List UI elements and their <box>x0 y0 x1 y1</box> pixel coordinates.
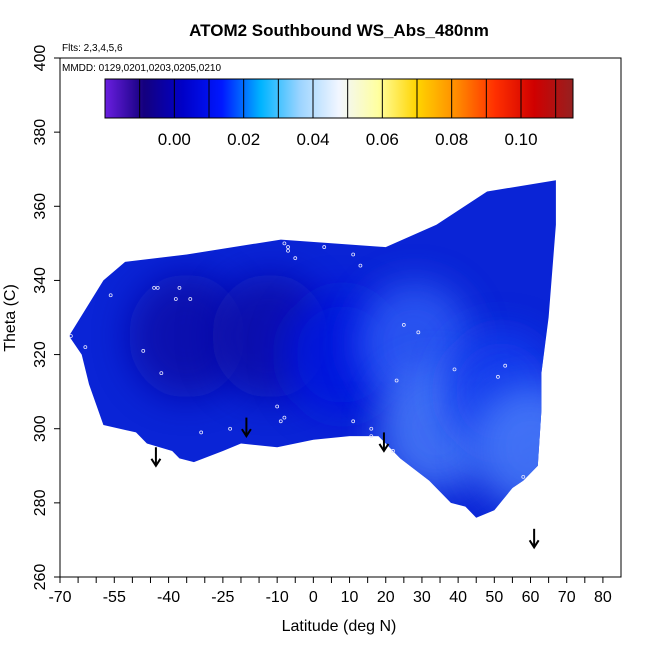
colorbar: 0.00 0.02 0.04 0.06 0.08 0.10 <box>104 78 574 149</box>
x-tick-label: 40 <box>449 589 467 606</box>
y-axis-title: Theta (C) <box>2 284 19 352</box>
x-axis-title: Latitude (deg N) <box>282 618 397 635</box>
sample-point <box>83 345 88 350</box>
x-tick-label: -40 <box>157 589 180 606</box>
sample-point <box>152 285 157 290</box>
x-tick-label: 0 <box>309 589 318 606</box>
sample-point <box>108 293 113 298</box>
x-tick-label: 10 <box>341 589 359 606</box>
sample-point <box>322 245 327 249</box>
plot-frame <box>59 57 622 578</box>
sample-point <box>286 248 290 253</box>
flight-arrow <box>150 447 162 468</box>
y-tick-label: 400 <box>32 45 49 72</box>
y-tick-label: 280 <box>32 489 49 516</box>
sample-point <box>282 415 287 420</box>
flight-arrow <box>528 528 540 550</box>
field-shading <box>128 274 556 510</box>
sample-point <box>394 378 399 383</box>
x-tick-label: -25 <box>211 589 234 606</box>
x-tick-label: 60 <box>522 589 540 606</box>
x-tick-label: 20 <box>377 589 395 606</box>
colorbar-tick-label: 0.08 <box>435 130 468 149</box>
chart-title: ATOM2 Southbound WS_Abs_480nm <box>189 21 489 40</box>
colorbar-tick-label: 0.02 <box>227 130 260 149</box>
y-tick-label: 360 <box>32 193 49 220</box>
sample-point <box>228 426 233 431</box>
x-tick-label: 70 <box>558 589 576 606</box>
sample-point <box>199 430 204 435</box>
y-tick-label: 260 <box>32 564 49 591</box>
sample-point <box>452 367 457 372</box>
sample-points <box>68 241 526 479</box>
sample-point <box>391 449 395 453</box>
sample-point <box>141 348 146 353</box>
field-blob <box>472 385 556 510</box>
sample-point <box>521 475 526 479</box>
sample-point <box>369 434 374 439</box>
sample-point <box>275 404 280 409</box>
x-tick-label: -55 <box>103 589 126 606</box>
colorbar-ticks: 0.00 0.02 0.04 0.06 0.08 0.10 <box>139 79 557 149</box>
sample-point <box>503 363 508 368</box>
sample-point <box>351 419 356 424</box>
sample-point <box>159 371 164 376</box>
colorbar-tick-label: 0.10 <box>504 130 537 149</box>
y-tick-label: 340 <box>32 267 49 294</box>
sample-point <box>496 374 500 379</box>
x-axis: -70 -55 -40 -25 -10 0 10 20 30 40 50 60 70 80 <box>48 577 612 606</box>
sample-point <box>155 285 160 290</box>
flights-annotation: Flts: 2,3,4,5,6 <box>62 43 123 54</box>
x-tick-label: -70 <box>48 589 71 606</box>
colorbar-tick-label: 0.04 <box>296 130 329 149</box>
x-tick-label: 80 <box>594 589 612 606</box>
y-tick-label: 380 <box>32 119 49 146</box>
sample-point <box>173 297 178 301</box>
x-tick-label: 50 <box>485 589 503 606</box>
x-tick-label: 30 <box>413 589 431 606</box>
sample-point <box>286 245 290 249</box>
y-tick-label: 320 <box>32 341 49 368</box>
y-axis: 260 280 300 320 340 360 380 400 <box>32 45 60 591</box>
sample-point <box>278 419 283 424</box>
sample-point <box>177 285 182 290</box>
sample-point <box>293 256 298 261</box>
field-blob <box>128 274 245 399</box>
y-tick-label: 300 <box>32 415 49 442</box>
sample-point <box>282 241 287 246</box>
flight-arrow <box>378 432 390 453</box>
field-contour <box>69 180 556 518</box>
colorbar-tick-label: 0.06 <box>366 130 399 149</box>
flight-arrows <box>150 417 540 550</box>
sample-point <box>369 426 374 431</box>
sample-point <box>351 252 356 257</box>
sample-point <box>416 330 421 335</box>
sample-point <box>68 334 73 338</box>
x-tick-label: -10 <box>266 589 289 606</box>
sample-point <box>188 297 193 301</box>
sample-point <box>401 323 406 327</box>
sample-point <box>358 263 363 268</box>
mmdd-annotation: MMDD: 0129,0201,0203,0205,0210 <box>62 63 221 74</box>
colorbar-tick-label: 0.00 <box>158 130 191 149</box>
colorbar-bar <box>104 78 574 119</box>
flight-arrow <box>241 417 252 438</box>
